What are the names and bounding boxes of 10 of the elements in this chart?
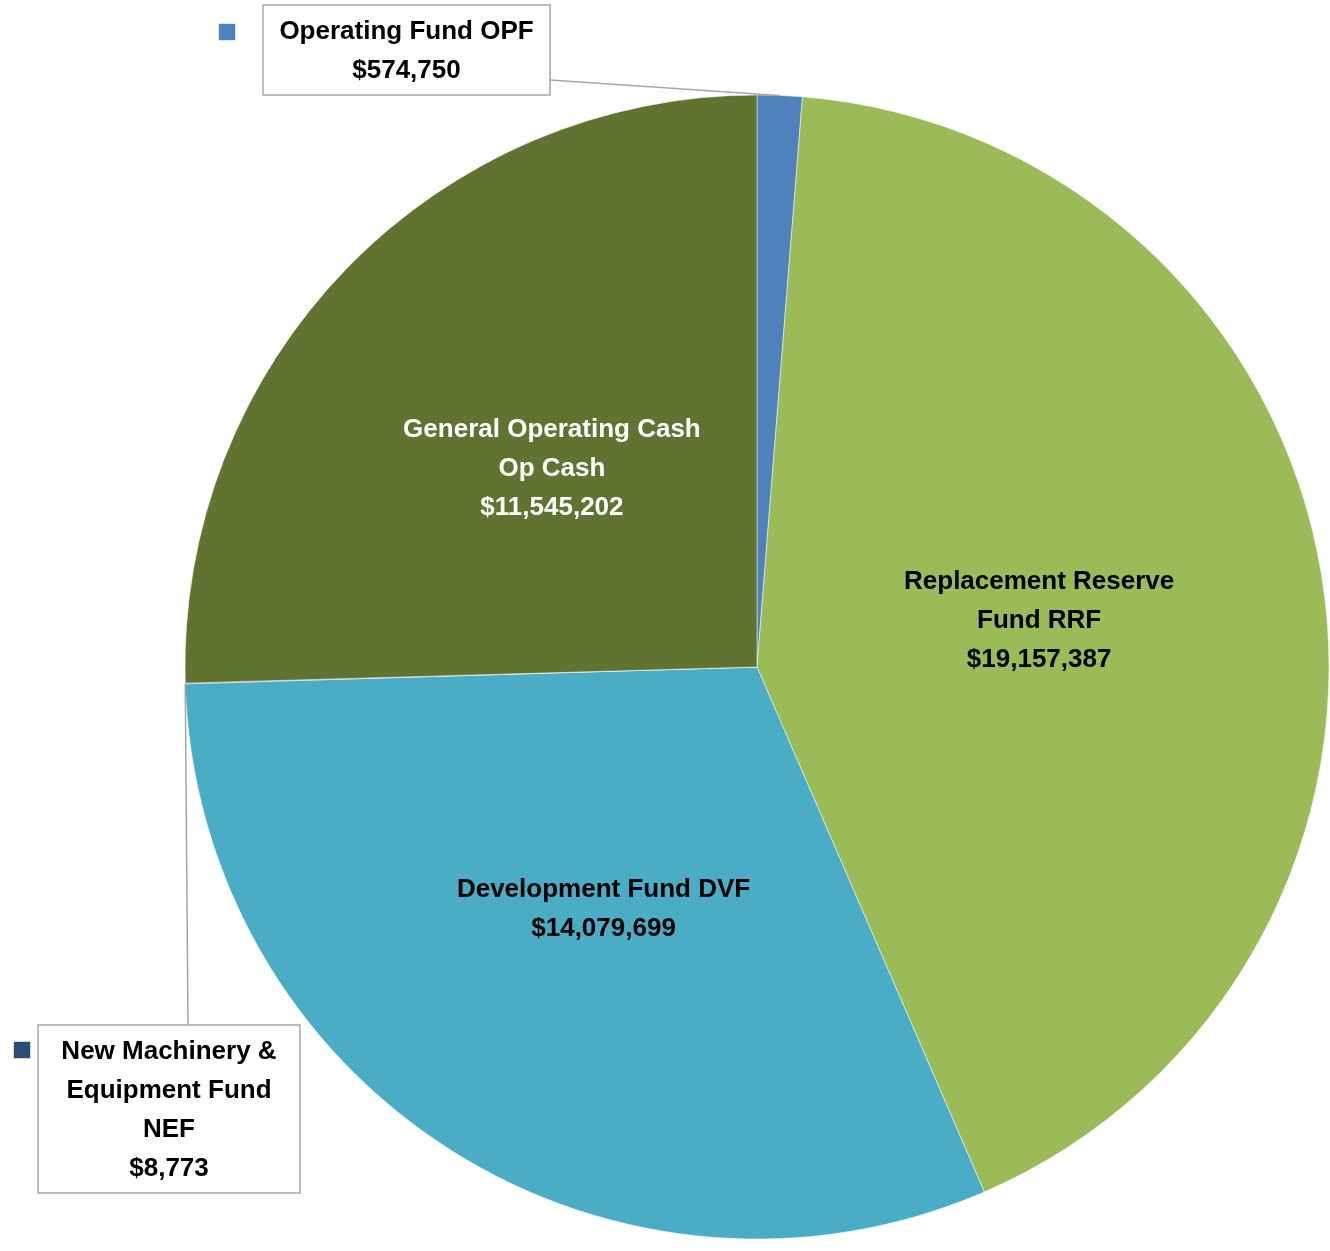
legend-label: New Machinery & Equipment Fund NEF (61, 1034, 277, 1143)
data-label: $8,773 (129, 1151, 209, 1182)
data-label: $19,157,387 (966, 643, 1112, 674)
data-label: $11,545,202 (480, 490, 624, 521)
data-label: $574,750 (352, 53, 461, 84)
legend-label: Operating Fund OPF (279, 14, 534, 45)
slice-label: Development Fund DVF (456, 872, 751, 903)
slice-label: Replacement Reserve Fund RRF (904, 565, 1175, 635)
data-label: $14,079,699 (531, 911, 676, 942)
slice-label: General Operating Cash Op Cash (403, 412, 701, 482)
